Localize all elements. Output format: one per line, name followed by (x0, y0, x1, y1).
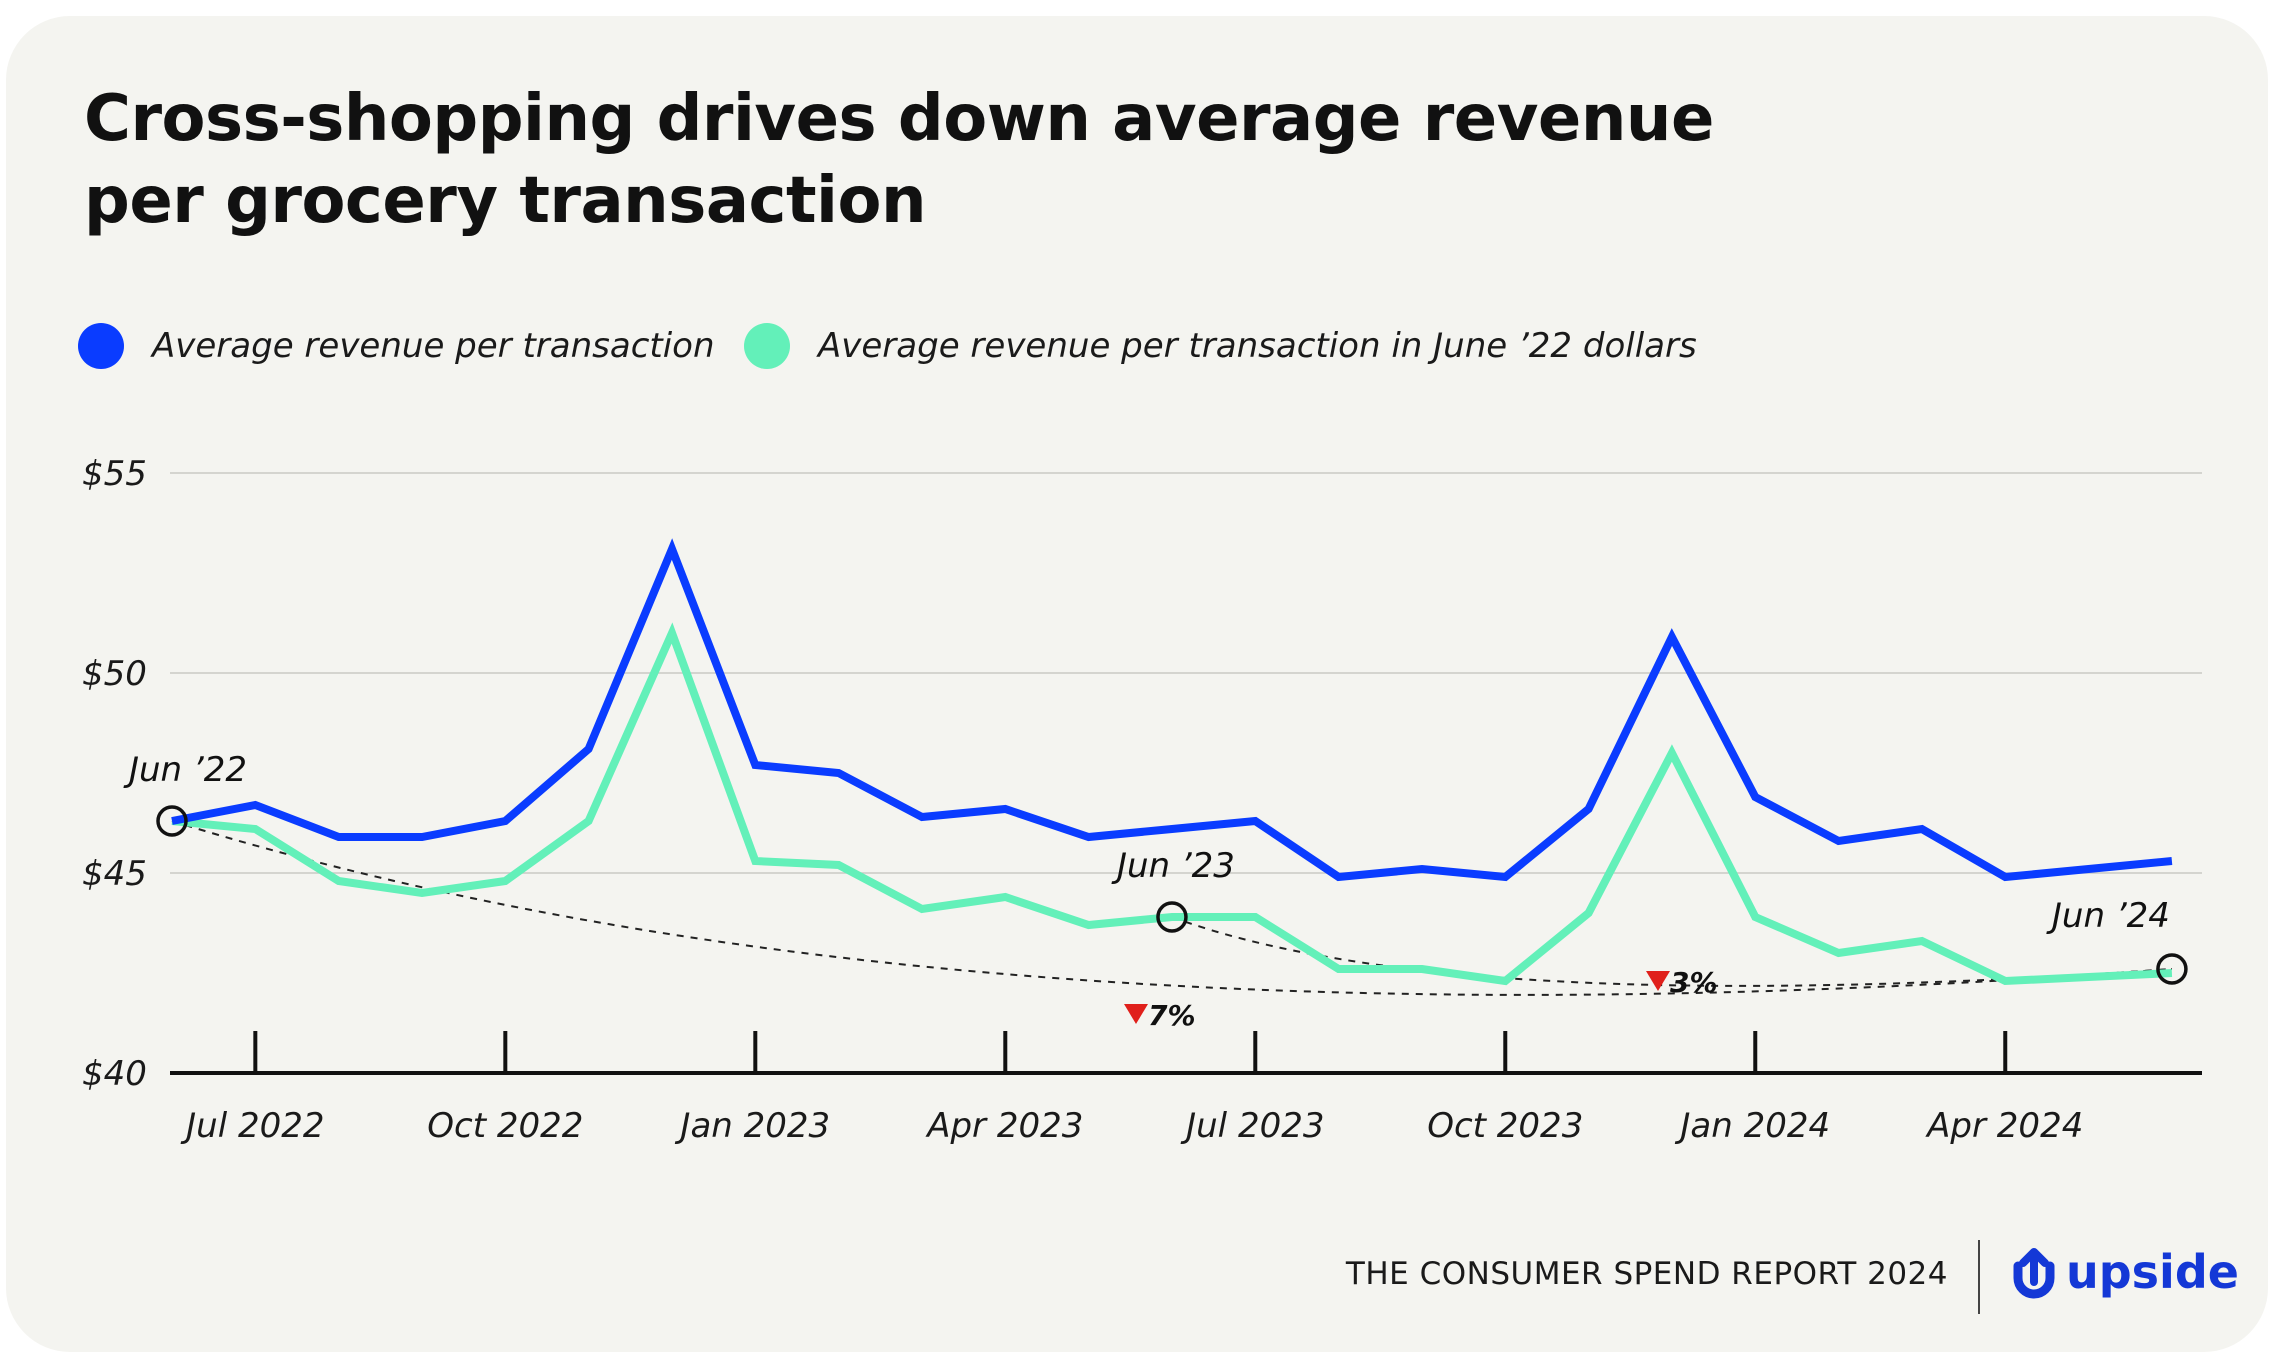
chart-title: Cross-shopping drives down average reven… (84, 78, 1784, 242)
series-line-real (171, 622, 2173, 986)
y-tick-label-55: $55 (82, 454, 147, 494)
x-tick-label-6: Jan 2024 (1674, 1106, 1830, 1146)
brand-name: upside (2066, 1245, 2239, 1299)
down-arrow-icon-1 (1646, 971, 1670, 991)
x-tick-label-1: Oct 2022 (427, 1106, 583, 1146)
legend-swatch-nominal (78, 323, 124, 369)
y-tick-label-50: $50 (82, 654, 147, 694)
trend-label-0: 7% (1148, 999, 1196, 1032)
x-tick-label-7: Apr 2024 (1925, 1106, 2083, 1146)
title-line-2: per grocery transaction (84, 164, 927, 238)
footer-divider (1978, 1240, 1980, 1314)
marker-label-0: Jun ’22 (123, 750, 247, 790)
trend-curve-7pct (171, 820, 2172, 996)
marker-label-1: Jun ’23 (1111, 846, 1235, 886)
x-tick-label-0: Jul 2022 (180, 1106, 324, 1146)
title-line-1: Cross-shopping drives down average reven… (84, 82, 1714, 156)
upside-logo-icon (2013, 1248, 2055, 1299)
y-tick-label-40: $40 (82, 1054, 147, 1094)
x-tick-label-4: Jul 2023 (1180, 1106, 1324, 1146)
marker-circle-2 (2156, 953, 2188, 985)
down-arrow-icon-0 (1124, 1004, 1148, 1024)
report-name: THE CONSUMER SPEND REPORT 2024 (1345, 1256, 1948, 1292)
legend-label-nominal: Average revenue per transaction (152, 326, 715, 366)
series-line-nominal (171, 538, 2173, 882)
y-tick-label-45: $45 (82, 854, 147, 894)
x-tick-label-2: Jan 2023 (674, 1106, 830, 1146)
marker-label-2: Jun ’24 (2046, 896, 2170, 936)
legend-label-real: Average revenue per transaction in June … (818, 326, 1697, 366)
report-card (6, 16, 2268, 1352)
marker-circle-0 (156, 805, 188, 837)
trend-curve-3pct (1171, 916, 2172, 987)
marker-circle-1 (1156, 901, 1188, 933)
legend-swatch-real (744, 323, 790, 369)
trend-label-1: 3% (1670, 966, 1718, 999)
x-tick-label-3: Apr 2023 (925, 1106, 1083, 1146)
x-tick-label-5: Oct 2023 (1427, 1106, 1583, 1146)
